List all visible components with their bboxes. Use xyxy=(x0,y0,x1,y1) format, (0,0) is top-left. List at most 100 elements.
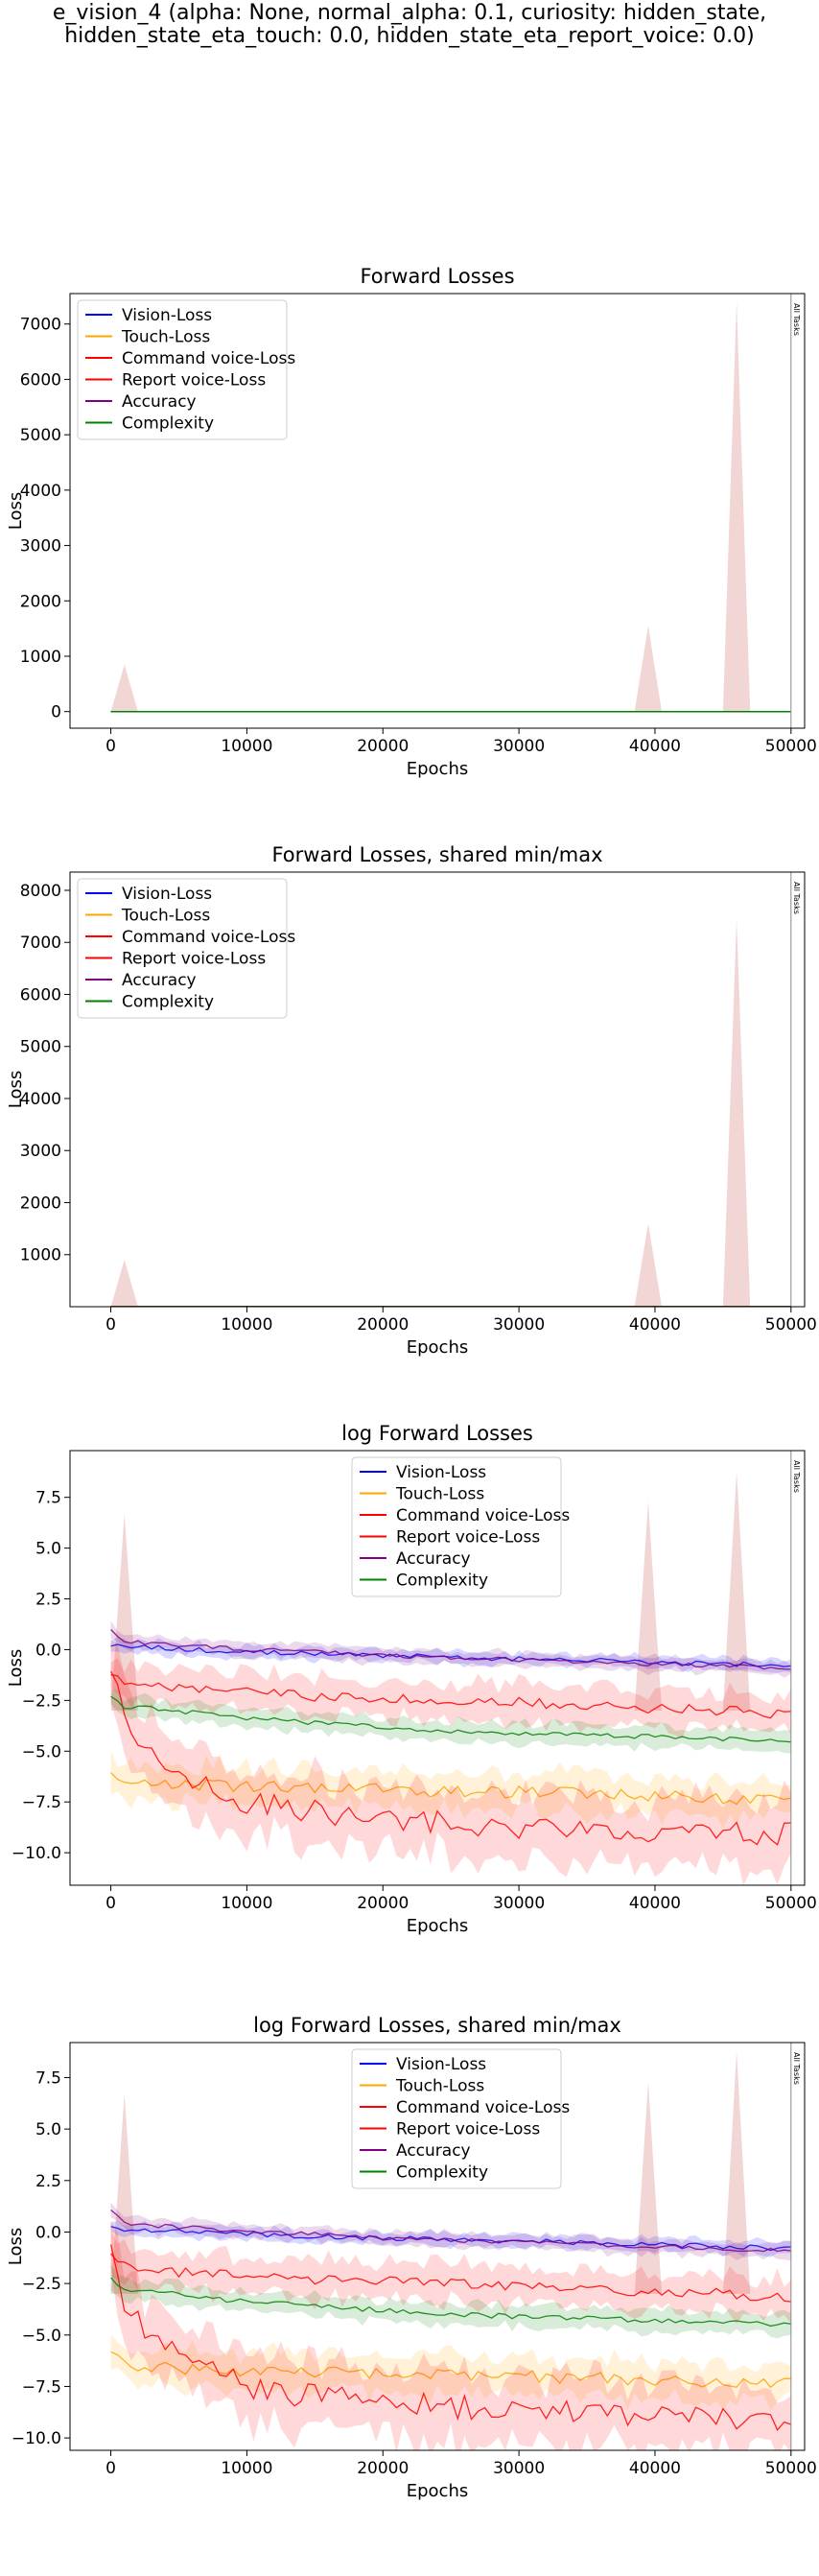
x-tick-label: 30000 xyxy=(493,2459,545,2478)
line-report-voice-loss xyxy=(109,2244,792,2431)
y-axis-label: Loss xyxy=(6,2228,26,2265)
band-report-voice-loss xyxy=(110,1640,791,1885)
legend-label-touch-loss: Touch-Loss xyxy=(121,907,210,926)
band-command-voice-loss xyxy=(110,1658,791,1738)
x-tick-label: 20000 xyxy=(357,1315,409,1335)
spike-band xyxy=(110,1260,138,1307)
plot-area xyxy=(109,2050,792,2450)
spike-band xyxy=(110,2093,138,2294)
legend-label-accuracy: Accuracy xyxy=(122,392,197,412)
y-tick-label: 5.0 xyxy=(35,1540,61,1559)
legend-label-complexity: Complexity xyxy=(396,1572,488,1591)
x-axis-label: Epochs xyxy=(407,759,469,779)
legend-label-report-voice-loss: Report voice-Loss xyxy=(122,950,266,969)
x-axis-label: Epochs xyxy=(407,2481,469,2501)
y-tick-label: 5000 xyxy=(20,426,61,445)
x-tick-label: 10000 xyxy=(221,737,272,756)
legend-box xyxy=(351,2048,562,2189)
forward-losses-shared-chart: Forward Losses, shared min/max All Tasks 0… xyxy=(0,840,819,1419)
legend: Vision-Loss Touch-Loss Command voice-Loss R… xyxy=(77,878,295,1019)
axes-frame xyxy=(69,293,806,729)
y-tick-label: 7000 xyxy=(20,934,61,953)
spike-band xyxy=(110,1513,138,1711)
x-tick-label: 40000 xyxy=(629,2459,681,2478)
y-tick-label: 7.5 xyxy=(35,1489,61,1508)
y-tick-label: 3000 xyxy=(20,537,61,556)
legend-box xyxy=(77,299,288,440)
y-tick-label: 4000 xyxy=(20,1090,61,1109)
y-tick-label: 0 xyxy=(51,703,61,722)
legend-label-complexity: Complexity xyxy=(122,414,214,434)
line-accuracy xyxy=(110,1629,791,1670)
axes-frame xyxy=(69,871,806,1308)
y-tick-label: 2000 xyxy=(20,1193,61,1213)
x-axis-label: Epochs xyxy=(407,1916,469,1936)
legend-label-command-voice-loss: Command voice-Loss xyxy=(396,1506,570,1525)
x-tick-label: 20000 xyxy=(357,1894,409,1913)
legend-label-command-voice-loss: Command voice-Loss xyxy=(122,349,295,368)
x-tick-label: 40000 xyxy=(629,737,681,756)
legend: Vision-Loss Touch-Loss Command voice-Loss R… xyxy=(351,1456,570,1597)
spike-band xyxy=(110,664,138,712)
line-vision-loss xyxy=(110,1643,791,1667)
y-tick-label: 7.5 xyxy=(35,2068,61,2088)
legend-box xyxy=(77,878,288,1019)
x-tick-label: 10000 xyxy=(221,1894,272,1913)
chart-title: log Forward Losses, shared min/max xyxy=(253,2014,621,2037)
line-command-voice-loss xyxy=(110,2253,791,2303)
x-tick-label: 50000 xyxy=(765,737,817,756)
y-tick-label: 2.5 xyxy=(35,1591,61,1610)
line-complexity xyxy=(110,2277,791,2328)
y-tick-label: 2000 xyxy=(20,592,61,611)
y-tick-label: 6000 xyxy=(20,985,61,1004)
legend-label-vision-loss: Vision-Loss xyxy=(396,2055,486,2074)
axes-frame xyxy=(69,2042,806,2451)
y-tick-label: 4000 xyxy=(20,482,61,501)
all-tasks-annotation: All Tasks xyxy=(792,882,801,914)
band-command-voice-loss xyxy=(110,2230,791,2325)
legend-label-vision-loss: Vision-Loss xyxy=(122,885,212,904)
legend-label-complexity: Complexity xyxy=(122,993,214,1012)
x-tick-label: 0 xyxy=(105,1315,116,1335)
line-vision-loss xyxy=(110,2226,791,2252)
y-tick-label: 1000 xyxy=(20,648,61,667)
legend-label-touch-loss: Touch-Loss xyxy=(121,328,210,347)
spike-band xyxy=(722,2050,751,2294)
legend-label-accuracy: Accuracy xyxy=(122,971,197,990)
spike-band xyxy=(722,1471,751,1711)
x-tick-label: 50000 xyxy=(765,1894,817,1913)
spike-band xyxy=(722,918,751,1307)
legend-label-vision-loss: Vision-Loss xyxy=(122,306,212,325)
axes-frame xyxy=(69,1450,806,1886)
y-tick-label: 6000 xyxy=(20,370,61,390)
y-tick-label: 3000 xyxy=(20,1142,61,1161)
y-tick-label: −7.5 xyxy=(22,2377,61,2397)
line-command-voice-loss xyxy=(110,1673,791,1719)
x-tick-label: 30000 xyxy=(493,1894,545,1913)
legend-label-touch-loss: Touch-Loss xyxy=(395,1485,484,1504)
y-tick-label: 8000 xyxy=(20,882,61,901)
y-tick-label: 2.5 xyxy=(35,2172,61,2191)
chart-title: log Forward Losses xyxy=(341,1422,533,1445)
chart-title: Forward Losses, shared min/max xyxy=(271,843,602,866)
y-axis-label: Loss xyxy=(6,492,26,530)
legend-label-accuracy: Accuracy xyxy=(396,2141,471,2161)
x-tick-label: 0 xyxy=(105,2459,116,2478)
band-complexity xyxy=(110,2264,791,2339)
legend-label-touch-loss: Touch-Loss xyxy=(395,2077,484,2096)
log-forward-losses-shared-chart: log Forward Losses, shared min/max All Ta… xyxy=(0,2011,819,2563)
x-tick-label: 20000 xyxy=(357,737,409,756)
band-accuracy xyxy=(110,1620,791,1678)
y-tick-label: −5.0 xyxy=(22,1742,61,1761)
x-tick-label: 0 xyxy=(105,1894,116,1913)
line-touch-loss xyxy=(110,1772,791,1806)
log-forward-losses-chart: log Forward Losses All Tasks 0 10000 20000 30… xyxy=(0,1419,819,1997)
spike-band xyxy=(634,2081,663,2294)
legend-label-complexity: Complexity xyxy=(396,2163,488,2183)
x-tick-label: 40000 xyxy=(629,1894,681,1913)
line-accuracy xyxy=(110,2209,791,2253)
all-tasks-annotation: All Tasks xyxy=(792,2052,801,2085)
x-tick-label: 0 xyxy=(105,737,116,756)
x-tick-label: 10000 xyxy=(221,2459,272,2478)
